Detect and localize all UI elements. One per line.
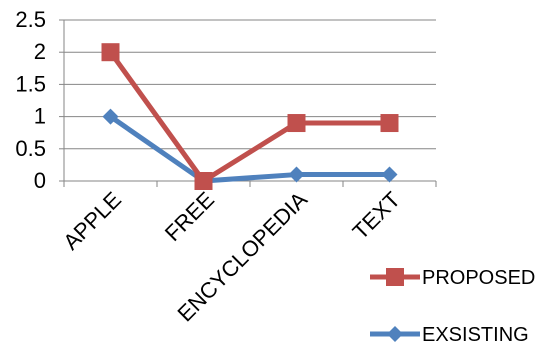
x-tick-label: APPLE: [58, 187, 126, 255]
legend: PROPOSED EXSISTING: [370, 267, 535, 346]
y-tick-label: 2.5: [15, 7, 46, 32]
data-point: [102, 108, 119, 125]
data-point: [380, 114, 399, 133]
series-line-exsisting: [108, 114, 392, 184]
legend-marker: [387, 326, 403, 342]
data-point: [381, 166, 398, 183]
data-point: [287, 114, 306, 133]
x-tick-label: FREE: [160, 187, 219, 246]
series-layer: [101, 43, 399, 190]
data-point: [288, 166, 305, 183]
y-tick-label: 2: [34, 39, 46, 64]
grid-layer: [64, 19, 436, 150]
series-line-proposed: [108, 49, 392, 184]
legend-label: PROPOSED: [422, 267, 535, 289]
x-tick-label: TEXT: [348, 187, 405, 244]
y-tick-label: 1.5: [15, 71, 46, 96]
y-tick-label: 0: [34, 168, 46, 193]
legend-label: EXSISTING: [422, 324, 529, 346]
y-tick-label: 1: [34, 104, 46, 129]
data-point: [194, 172, 213, 190]
legend-marker: [386, 268, 404, 286]
y-tick-label: 0.5: [15, 136, 46, 161]
data-point: [101, 43, 120, 62]
